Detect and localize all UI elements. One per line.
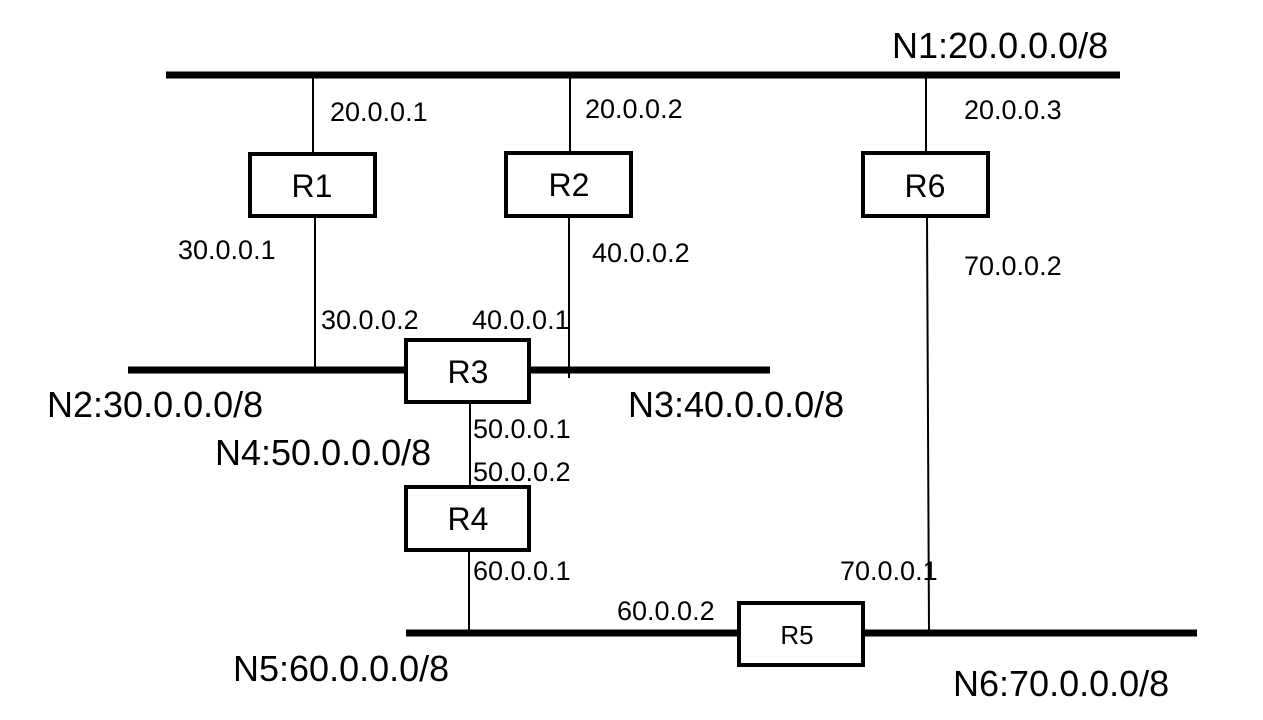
- router-r3: [404, 338, 531, 404]
- router-r1-label: R1: [292, 168, 333, 204]
- interface-r2-n1: 20.0.0.2: [585, 94, 683, 124]
- network-label-n5: N5:60.0.0.0/8: [233, 648, 449, 689]
- router-r4-label: R4: [448, 501, 489, 537]
- interface-r3-n3: 40.0.0.1: [472, 305, 570, 335]
- interface-r1-n1: 20.0.0.1: [330, 97, 428, 127]
- interface-r4-n5: 60.0.0.1: [473, 556, 571, 586]
- network-label-n6: N6:70.0.0.0/8: [953, 663, 1169, 704]
- router-r2-label: R2: [549, 167, 590, 203]
- interface-r6-n1: 20.0.0.3: [964, 95, 1062, 125]
- interface-r5-n6: 70.0.0.1: [840, 556, 938, 586]
- interface-r4-n4: 50.0.0.2: [473, 457, 571, 487]
- network-label-n3: N3:40.0.0.0/8: [628, 384, 844, 425]
- router-r4: [404, 485, 531, 552]
- router-r5-label: R5: [780, 620, 813, 650]
- interface-r3-n4: 50.0.0.1: [473, 414, 571, 444]
- network-label-n4: N4:50.0.0.0/8: [215, 432, 431, 473]
- router-r1: [248, 152, 377, 218]
- network-label-n2: N2:30.0.0.0/8: [47, 384, 263, 425]
- router-r2: [504, 151, 633, 218]
- network-label-n1: N1:20.0.0.0/8: [892, 25, 1108, 66]
- router-r5: [737, 601, 865, 667]
- interface-r1-n2: 30.0.0.1: [178, 235, 276, 265]
- router-r6-label: R6: [905, 168, 946, 204]
- interface-r5-n5: 60.0.0.2: [617, 596, 715, 626]
- router-r3-label: R3: [448, 354, 489, 390]
- interface-r3-n2: 30.0.0.2: [321, 305, 419, 335]
- interface-r2-n3: 40.0.0.2: [592, 238, 690, 268]
- interface-r6-n6: 70.0.0.2: [964, 251, 1062, 281]
- router-r6: [861, 151, 990, 218]
- link-r6-n6: [926, 215, 930, 632]
